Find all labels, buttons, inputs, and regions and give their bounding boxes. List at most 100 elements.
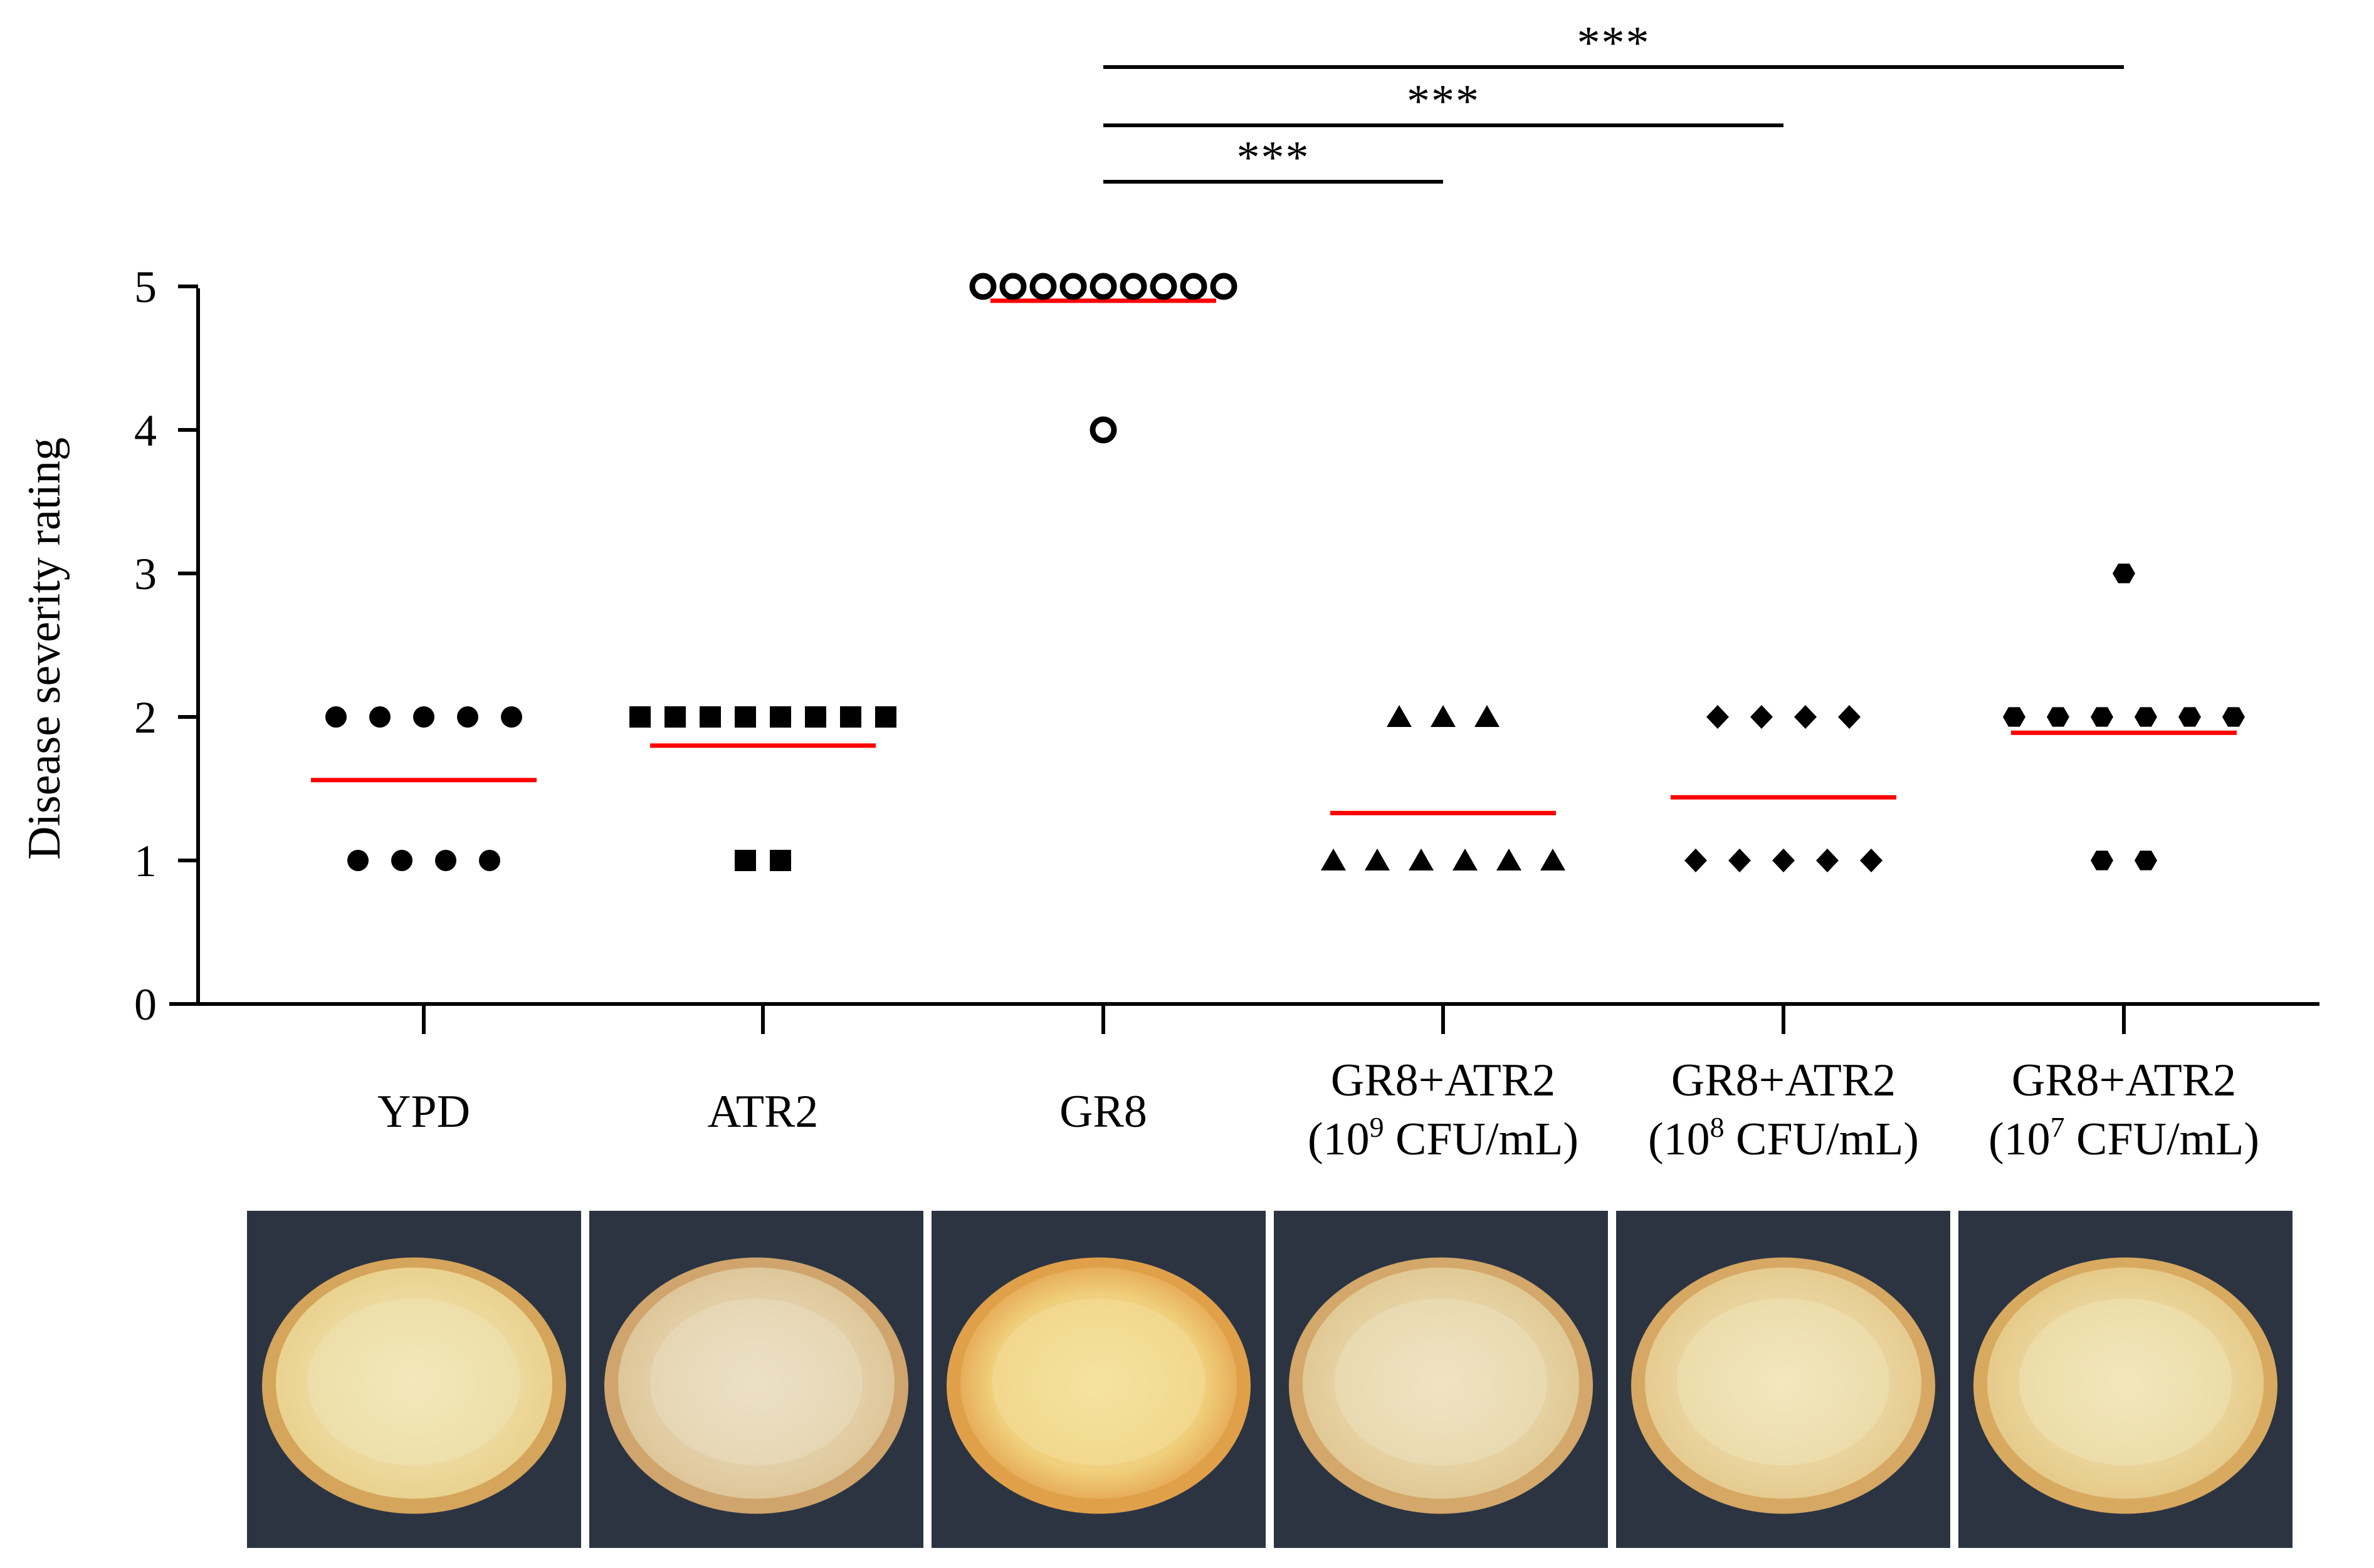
- data-point: [1772, 849, 1795, 872]
- data-point: [1365, 849, 1390, 870]
- x-tick-sublabel: (107 CFU/mL): [1988, 1111, 2259, 1165]
- sublabel-unit: CFU/mL): [1725, 1114, 1919, 1165]
- data-points: [325, 273, 2245, 872]
- data-point: [735, 850, 756, 871]
- data-point: [457, 706, 478, 728]
- data-point: [1029, 273, 1057, 300]
- data-point: [1860, 849, 1883, 872]
- x-tick-label: ATR2: [708, 1086, 819, 1137]
- data-point: [2047, 707, 2069, 727]
- ginger-slice-core: [307, 1299, 521, 1465]
- data-point: [840, 706, 861, 728]
- x-tick-sublabel: (109 CFU/mL): [1308, 1111, 1578, 1165]
- data-point: [875, 706, 896, 728]
- data-point: [501, 706, 522, 728]
- data-point: [1728, 849, 1751, 872]
- data-point: [1474, 705, 1500, 727]
- data-point: [664, 706, 686, 728]
- sample-photo: [589, 1211, 923, 1548]
- x-tick-label: GR8+ATR2: [1331, 1055, 1555, 1106]
- y-tick-label: 2: [134, 693, 157, 743]
- data-point: [700, 706, 721, 728]
- sample-photo: [1274, 1211, 1608, 1548]
- y-tick-label: 0: [134, 980, 157, 1030]
- ginger-slice-core: [649, 1299, 863, 1465]
- data-point: [770, 850, 791, 871]
- y-tick-label: 4: [134, 405, 157, 456]
- data-point: [1321, 849, 1346, 870]
- significance-label: ***: [1237, 132, 1310, 184]
- significance-label: ***: [1407, 76, 1480, 127]
- data-point: [391, 850, 412, 871]
- data-point: [1180, 273, 1207, 300]
- data-point: [1090, 416, 1117, 444]
- data-point: [2091, 850, 2113, 870]
- data-point: [1431, 705, 1456, 727]
- data-point: [770, 706, 791, 728]
- data-point: [369, 706, 391, 728]
- data-point: [999, 273, 1027, 300]
- data-point: [1387, 705, 1412, 727]
- data-point: [1120, 273, 1147, 300]
- x-tick-label: YPD: [377, 1086, 470, 1137]
- sublabel-unit: CFU/mL): [2065, 1114, 2259, 1165]
- data-point: [1794, 705, 1817, 729]
- data-point: [1090, 273, 1117, 300]
- data-point: [2135, 707, 2157, 727]
- data-point: [2178, 707, 2201, 727]
- data-point: [1684, 849, 1707, 872]
- significance-brackets: *** *** ***: [1103, 18, 2124, 184]
- sublabel-exponent: 7: [2051, 1111, 2065, 1143]
- ginger-slice-core: [1676, 1299, 1890, 1465]
- x-ticks: [422, 1004, 2126, 1034]
- data-point: [1838, 705, 1861, 729]
- data-point: [1816, 849, 1839, 872]
- data-point: [2113, 563, 2135, 583]
- data-point: [1496, 849, 1521, 870]
- y-ticks: 0 1 2 3 4 5: [134, 262, 198, 1030]
- data-point: [479, 850, 500, 871]
- data-point: [1706, 705, 1729, 729]
- data-point: [347, 850, 369, 871]
- sublabel-unit: CFU/mL): [1384, 1114, 1578, 1165]
- y-axis-title: Disease severity rating: [19, 437, 70, 860]
- sublabel-prefix: (10: [1648, 1114, 1710, 1165]
- data-point: [2091, 707, 2113, 727]
- data-point: [1150, 273, 1177, 300]
- x-tick-label: GR8+ATR2: [1671, 1055, 1896, 1106]
- data-point: [969, 273, 997, 300]
- axes: 0 1 2 3 4 5: [134, 262, 2319, 1034]
- data-point: [413, 706, 434, 728]
- sample-photo: [932, 1211, 1266, 1548]
- sample-photo: [1958, 1211, 2293, 1548]
- y-tick-label: 5: [134, 262, 157, 312]
- significance-label: ***: [1577, 18, 1651, 69]
- data-point: [735, 706, 756, 728]
- x-tick-label: GR8: [1059, 1086, 1147, 1137]
- data-point: [435, 850, 456, 871]
- ginger-slice-core: [992, 1299, 1205, 1465]
- y-tick-label: 3: [134, 549, 157, 599]
- ginger-slice-core: [1334, 1299, 1548, 1465]
- sample-photos: [247, 1211, 2293, 1548]
- data-point: [629, 706, 651, 728]
- sample-photo: [247, 1211, 581, 1548]
- data-point: [1409, 849, 1434, 870]
- data-point: [1210, 273, 1237, 300]
- sample-photo: [1616, 1211, 1950, 1548]
- data-point: [1059, 273, 1087, 300]
- mean-lines: [311, 298, 2237, 815]
- data-point: [1540, 849, 1565, 870]
- data-point: [1750, 705, 1773, 729]
- data-point: [325, 706, 347, 728]
- data-point: [805, 706, 826, 728]
- data-point: [2135, 850, 2157, 870]
- sublabel-exponent: 9: [1370, 1111, 1384, 1143]
- x-tick-label: GR8+ATR2: [2012, 1055, 2236, 1106]
- y-tick-label: 1: [134, 836, 157, 886]
- x-tick-sublabel: (108 CFU/mL): [1648, 1111, 1919, 1165]
- sublabel-prefix: (10: [1308, 1114, 1370, 1165]
- data-point: [2222, 707, 2245, 727]
